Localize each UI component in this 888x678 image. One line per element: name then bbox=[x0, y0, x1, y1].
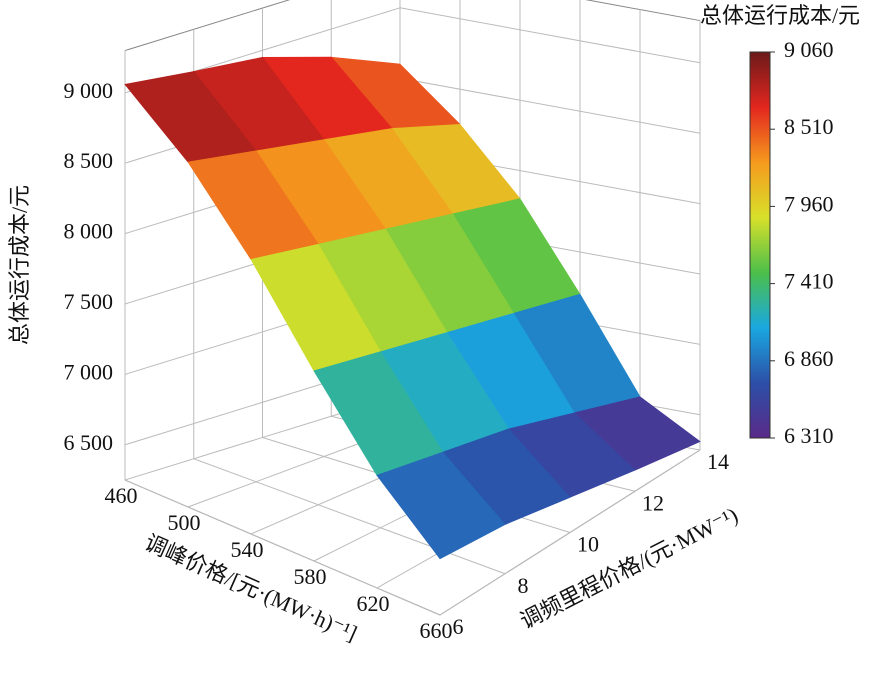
colorbar-tick-label: 6 860 bbox=[784, 346, 834, 371]
x-tick-label: 620 bbox=[357, 591, 390, 616]
z-tick-label: 8 000 bbox=[64, 219, 114, 244]
colorbar-tick-label: 8 510 bbox=[784, 114, 834, 139]
colorbar-tick-label: 7 960 bbox=[784, 191, 834, 216]
grid-line bbox=[399, 77, 701, 134]
z-tick-label: 9 000 bbox=[64, 78, 114, 103]
grid-line bbox=[399, 7, 701, 64]
y-axis-label: 调频里程价格/(元·MW⁻¹) bbox=[516, 502, 742, 634]
z-tick-label: 6 500 bbox=[64, 430, 114, 455]
y-tick-label: 10 bbox=[577, 532, 599, 557]
x-tick-label: 540 bbox=[231, 537, 264, 562]
y-tick-label: 12 bbox=[642, 490, 664, 515]
labels: 6 500 7 000 7 500 8 000 8 500 9 000 460 500 540 5… bbox=[64, 78, 730, 643]
grid-line bbox=[124, 479, 441, 616]
colorbar-tick-label: 6 310 bbox=[784, 423, 834, 448]
y-tick-label: 8 bbox=[518, 573, 529, 598]
grid-line bbox=[193, 458, 506, 575]
surface bbox=[124, 56, 701, 560]
x-tick-label: 500 bbox=[168, 510, 201, 535]
z-axis-label: 总体运行成本/元 bbox=[7, 185, 32, 345]
z-tick-label: 8 500 bbox=[64, 148, 114, 173]
colorbar bbox=[749, 51, 771, 439]
x-tick-label: 460 bbox=[105, 483, 138, 508]
x-tick-label: 660 bbox=[420, 618, 453, 643]
box-edge bbox=[585, 0, 701, 22]
surface-patch bbox=[376, 451, 506, 560]
z-tick-label: 7 000 bbox=[64, 359, 114, 384]
x-tick-label: 580 bbox=[294, 564, 327, 589]
colorbar-tick-label: 9 060 bbox=[784, 37, 834, 62]
colorbar-tick-label: 7 410 bbox=[784, 269, 834, 294]
colorbar-title: 总体运行成本/元 bbox=[700, 3, 860, 28]
y-tick-label: 14 bbox=[707, 449, 729, 474]
z-tick-label: 7 500 bbox=[64, 289, 114, 314]
y-tick-label: 6 bbox=[453, 614, 464, 639]
